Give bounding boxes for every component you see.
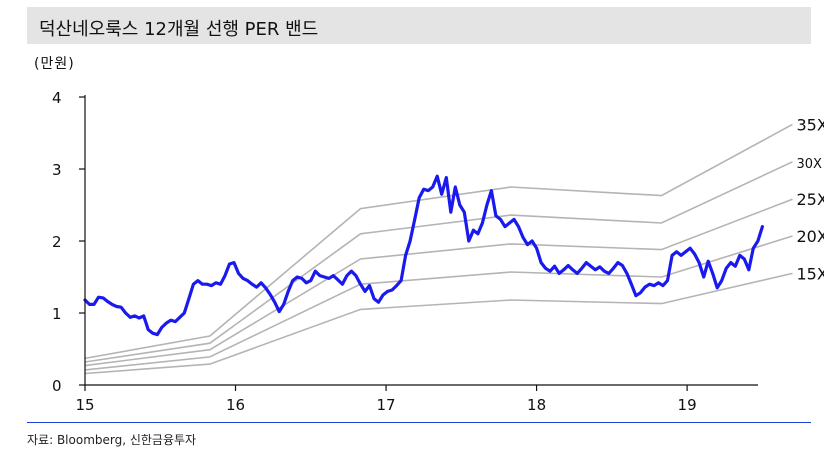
x-tick-label: 18 — [527, 396, 546, 414]
x-tick-label: 17 — [377, 396, 396, 414]
band-label-30x: 30X — [796, 157, 822, 172]
band-label-20x: 20X — [796, 227, 824, 246]
y-tick-label: 3 — [52, 161, 62, 179]
band-label-25x: 25X — [796, 190, 824, 209]
price-series — [83, 174, 765, 337]
band-label-15x: 15X — [796, 264, 824, 283]
tick-labels: 35X 30X 25X 20X 15X 0 1 2 3 4 15 16 17 18 19 — [52, 89, 824, 414]
source-note: 자료: Bloomberg, 신한금융투자 — [27, 433, 197, 447]
band-lines — [84, 123, 793, 375]
x-tick-label: 15 — [75, 396, 94, 414]
y-tick-label: 4 — [52, 89, 62, 107]
x-tick-label: 16 — [226, 396, 245, 414]
band-line-30x — [84, 161, 793, 363]
band-line-20x — [84, 235, 793, 371]
x-tick-label: 19 — [678, 396, 697, 414]
band-line-15x — [84, 272, 793, 375]
y-tick-label: 0 — [52, 377, 62, 395]
y-tick-label: 1 — [52, 305, 62, 323]
unit-label: (만원) — [34, 56, 75, 72]
band-label-35x: 35X — [796, 115, 824, 134]
axes — [79, 95, 758, 391]
band-line-25x — [84, 198, 793, 367]
band-line-35x — [84, 123, 793, 360]
footer-rule — [27, 422, 811, 423]
y-tick-label: 2 — [52, 233, 62, 251]
chart-title: 덕산네오룩스 12개월 선행 PER 밴드 — [39, 19, 319, 40]
title-bar: 덕산네오룩스 12개월 선행 PER 밴드 — [27, 7, 811, 44]
price-line — [83, 174, 765, 337]
